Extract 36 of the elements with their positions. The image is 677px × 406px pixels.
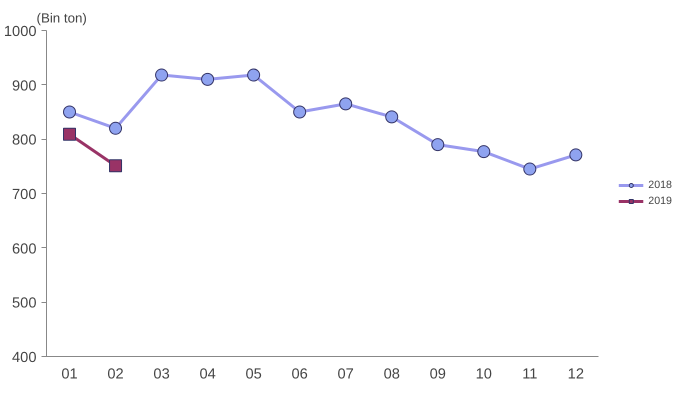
x-tick-label: 11 (522, 366, 538, 382)
legend-label: 2019 (648, 195, 672, 207)
y-tick-label: 400 (12, 350, 37, 366)
x-tick-label: 10 (476, 366, 492, 382)
point (385, 110, 398, 124)
x-tick-label: 12 (568, 366, 584, 382)
y-tick-label: 1000 (4, 24, 37, 40)
point (431, 138, 444, 152)
y-tick-label: 900 (12, 78, 37, 94)
y-tick-label: 700 (12, 187, 37, 203)
y-axis-title: (Bin ton) (36, 10, 87, 26)
x-tick-label: 05 (245, 366, 262, 382)
point (293, 106, 306, 118)
x-tick-label: 01 (61, 366, 78, 382)
point (523, 162, 536, 176)
x-tick-label: 08 (384, 366, 400, 382)
x-tick-label: 03 (153, 366, 170, 382)
point (109, 122, 122, 135)
point (155, 68, 168, 82)
y-tick-label: 600 (12, 241, 37, 258)
y-tick-label: 500 (12, 296, 37, 312)
point (109, 159, 122, 172)
point (477, 145, 490, 158)
point (201, 72, 214, 86)
point (63, 106, 76, 118)
x-tick-label: 02 (107, 366, 124, 382)
x-tick-label: 09 (430, 366, 446, 382)
point (63, 128, 76, 141)
point (339, 97, 352, 110)
legend-label: 2018 (648, 179, 672, 191)
x-tick-label: 07 (338, 366, 354, 382)
x-tick-label: 04 (199, 366, 216, 382)
y-tick-label: 800 (12, 132, 37, 149)
point (569, 148, 582, 162)
point (247, 68, 260, 82)
x-tick-label: 06 (292, 366, 308, 382)
